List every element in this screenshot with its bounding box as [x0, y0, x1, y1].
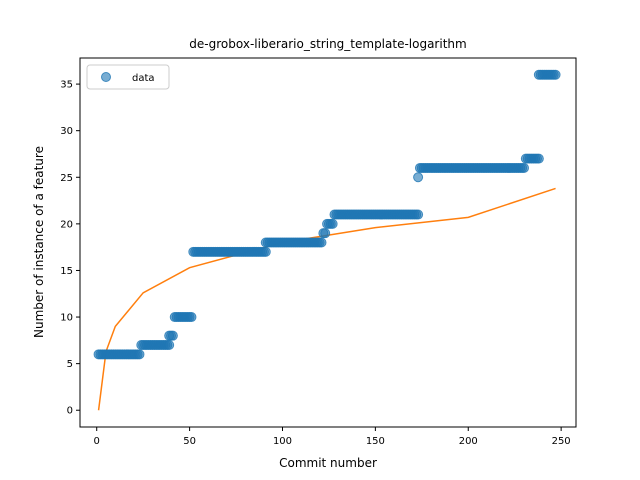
data-points-layer: [93, 69, 561, 360]
y-tick-label: 10: [60, 313, 73, 324]
fit-line: [97, 187, 556, 411]
data-point: [327, 218, 338, 229]
fit-line-layer: [97, 187, 556, 411]
x-tick-label: 250: [552, 436, 571, 447]
legend: data: [86, 64, 170, 90]
legend-marker-data: [101, 72, 111, 82]
data-point: [164, 340, 175, 350]
data-point: [167, 330, 178, 341]
x-tick-label: 100: [273, 436, 292, 447]
x-axis-label: Commit number: [279, 456, 377, 470]
x-tick-label: 150: [366, 436, 385, 447]
data-point: [186, 312, 197, 323]
data-point: [316, 237, 327, 248]
y-tick-label: 20: [60, 219, 73, 230]
x-tick-label: 50: [183, 436, 196, 447]
y-axis-label: Number of instance of a feature: [32, 146, 46, 338]
data-point: [413, 172, 424, 183]
data-point: [550, 69, 561, 80]
x-tick-label: 0: [94, 436, 100, 447]
legend-box: [86, 64, 170, 90]
y-tick-label: 25: [60, 173, 73, 184]
data-point: [134, 349, 145, 360]
y-tick-label: 5: [67, 359, 73, 370]
plot-frame: [79, 57, 577, 428]
x-axis-ticks: 0 50 100 150 200 250: [94, 427, 571, 447]
y-tick-label: 35: [60, 80, 73, 91]
data-point: [260, 246, 271, 257]
legend-label-data: data: [132, 73, 155, 84]
data-point: [413, 209, 424, 220]
y-tick-label: 0: [67, 406, 73, 417]
x-tick-label: 200: [459, 436, 478, 447]
chart-title: de-grobox-liberario_string_template-loga…: [189, 37, 466, 51]
data-point: [518, 162, 529, 173]
y-tick-label: 15: [60, 266, 73, 277]
data-point: [533, 153, 544, 164]
y-tick-label: 30: [60, 126, 73, 137]
y-axis-ticks: 0 5 10 15 20 25 30 35: [60, 80, 80, 417]
data-point: [320, 228, 331, 239]
